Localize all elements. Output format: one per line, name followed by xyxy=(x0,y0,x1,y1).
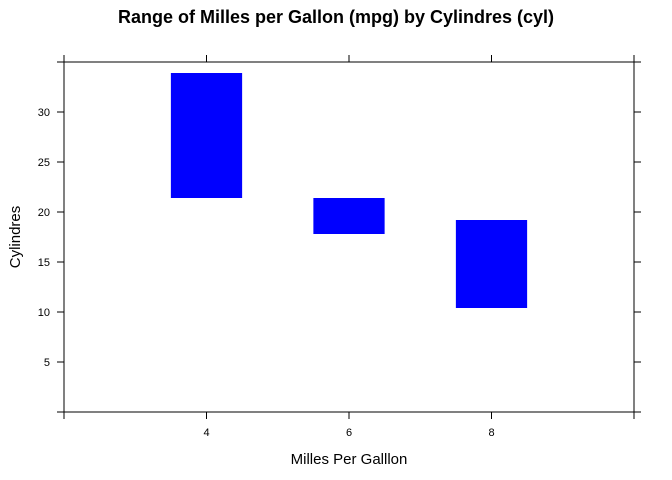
x-tick-label: 6 xyxy=(346,427,352,439)
x-tick-label: 8 xyxy=(488,427,494,439)
y-tick-label: 10 xyxy=(38,307,50,319)
y-tick-label: 5 xyxy=(44,357,50,369)
y-tick-label: 30 xyxy=(38,107,50,119)
range-bar-4 xyxy=(170,73,243,198)
range-bars xyxy=(170,73,528,308)
axis-ticks: 4 6 8 5 10 15 20 25 30 xyxy=(38,55,641,439)
chart-title: Range of Milles per Gallon (mpg) by Cyli… xyxy=(118,7,554,27)
y-axis-label: Cylindres xyxy=(7,206,24,269)
plot-panel xyxy=(63,61,635,413)
y-tick-label: 25 xyxy=(38,157,50,169)
x-tick-label: 4 xyxy=(203,427,209,439)
range-bar-6 xyxy=(313,198,385,234)
range-bar-8 xyxy=(455,220,528,308)
x-axis-label: Milles Per Galllon xyxy=(291,451,408,468)
y-tick-label: 15 xyxy=(38,257,50,269)
y-tick-label: 20 xyxy=(38,207,50,219)
